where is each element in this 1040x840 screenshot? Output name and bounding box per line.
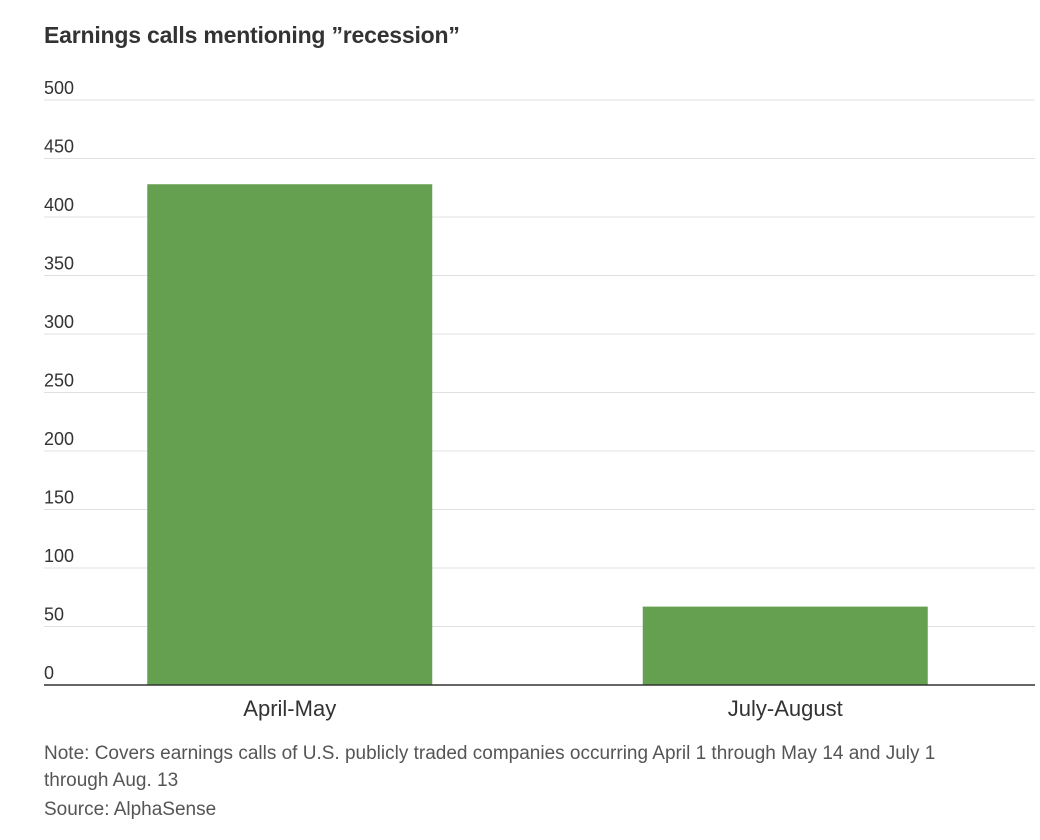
y-tick-label: 100 [44,546,74,566]
chart-note: Note: Covers earnings calls of U.S. publ… [44,743,936,791]
y-tick-label: 350 [44,254,74,274]
y-tick-label: 400 [44,195,74,215]
x-tick-label: July-August [728,696,843,721]
y-tick-label: 450 [44,137,74,157]
bar-chart: 0 50 100 150 200 250 300 350 400 450 500 April-May… [44,78,1035,721]
y-tick-label: 50 [44,605,64,625]
chart-title: Earnings calls mentioning ”recession” [44,22,460,48]
y-tick-label: 500 [44,78,74,98]
y-tick-label: 250 [44,371,74,391]
bar-april-may [147,184,433,686]
bar-july-august [642,606,928,685]
bars [147,184,928,686]
y-tick-label: 300 [44,312,74,332]
x-tick-label: April-May [243,696,336,721]
y-tick-label: 0 [44,663,54,683]
y-axis-ticks: 0 50 100 150 200 250 300 350 400 450 500 [44,78,74,683]
x-axis-ticks: April-May July-August [44,684,1035,721]
y-tick-label: 200 [44,429,74,449]
y-tick-label: 150 [44,488,74,508]
chart-source: Source: AlphaSense [44,799,217,820]
